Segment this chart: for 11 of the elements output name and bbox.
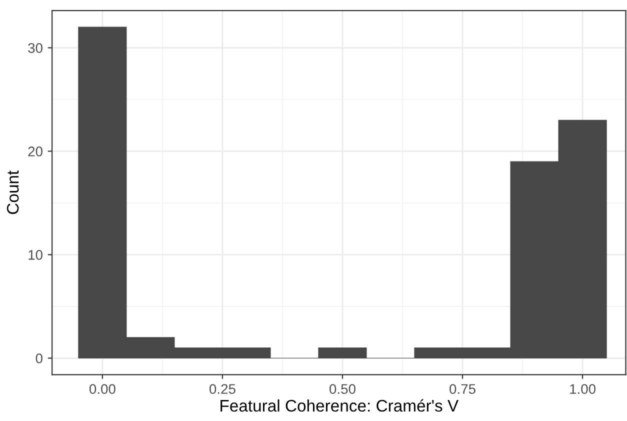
y-tick-label: 30	[28, 43, 42, 53]
x-tick-label: 0.50	[330, 384, 356, 394]
y-tick-label: 10	[28, 250, 42, 260]
x-tick-label: 0.25	[210, 384, 236, 394]
y-tick-label: 20	[28, 146, 42, 156]
y-tick-label: 0	[36, 353, 42, 364]
y-axis-title: Count	[6, 170, 19, 214]
x-axis-title: Featural Coherence: Cramér's V	[220, 399, 459, 412]
x-tick-label: 0.00	[89, 384, 116, 394]
x-tick-label: 1.00	[570, 384, 596, 394]
x-tick-label: 0.75	[450, 384, 476, 394]
